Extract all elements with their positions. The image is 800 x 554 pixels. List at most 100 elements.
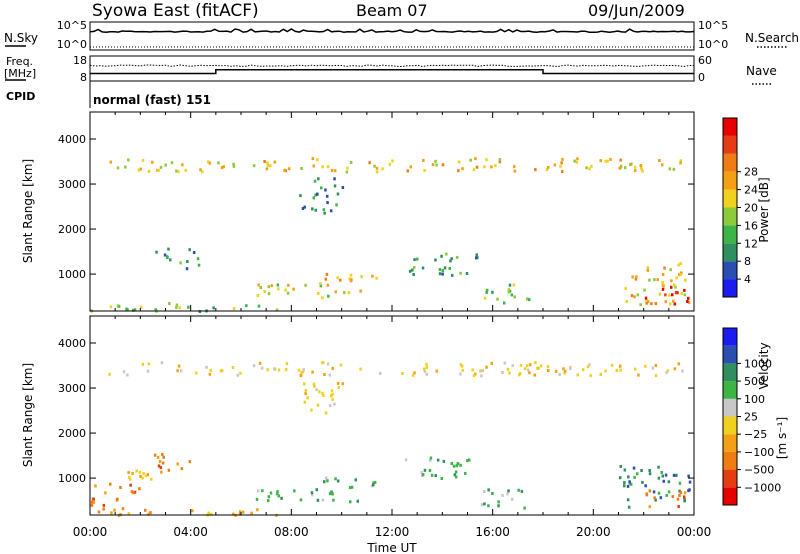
data-cell: [630, 162, 633, 166]
data-cell: [153, 453, 157, 457]
data-cell: [192, 251, 196, 254]
data-cell: [321, 391, 324, 395]
data-cell: [423, 168, 426, 172]
data-cell: [676, 291, 679, 295]
data-cell: [330, 389, 334, 393]
data-cell: [320, 186, 323, 190]
data-cell: [301, 370, 305, 374]
data-cell: [672, 299, 675, 303]
data-cell: [259, 286, 262, 289]
noise-left-tick-high: 10^5: [57, 19, 87, 32]
data-cell: [231, 366, 235, 369]
data-cell: [147, 362, 151, 366]
data-cell: [501, 494, 504, 497]
data-cell: [141, 476, 144, 480]
data-cell: [266, 368, 269, 372]
data-cell: [631, 275, 634, 279]
data-cell: [273, 160, 277, 164]
data-cell: [411, 268, 414, 272]
data-cell: [158, 460, 162, 463]
data-cell: [586, 365, 590, 369]
data-cell: [413, 265, 416, 269]
data-cell: [619, 476, 622, 480]
data-cell: [507, 290, 510, 294]
data-cell: [266, 164, 270, 168]
data-cell: [657, 465, 660, 469]
data-cell: [191, 509, 194, 513]
data-cell: [336, 192, 340, 196]
colorbar-tick-label: 24: [744, 184, 758, 197]
data-cell: [144, 474, 148, 478]
data-cell: [619, 368, 622, 372]
data-cell: [269, 164, 272, 168]
colorbar-cell: [723, 398, 737, 417]
colorbar-cell: [723, 279, 737, 297]
data-cell: [434, 159, 437, 163]
data-cell: [330, 490, 333, 494]
data-cell: [142, 472, 145, 475]
data-cell: [658, 292, 662, 296]
data-cell: [306, 396, 309, 400]
data-cell: [674, 291, 678, 295]
noise-right-tick-low: 10^0: [698, 38, 728, 51]
data-cell: [256, 489, 260, 493]
data-cell: [619, 164, 623, 168]
data-cell: [534, 361, 537, 365]
data-cell: [331, 366, 334, 370]
data-cell: [258, 361, 262, 365]
data-cell: [624, 287, 627, 291]
data-cell: [636, 293, 639, 297]
data-cell: [170, 161, 174, 165]
noise-sky-trace: [89, 28, 695, 33]
data-cell: [347, 291, 351, 295]
data-cell: [662, 284, 665, 288]
data-cell: [512, 283, 516, 287]
data-cell: [652, 490, 656, 494]
data-cell: [375, 166, 379, 170]
power-x-ticks: [89, 112, 695, 311]
data-cell: [124, 165, 127, 169]
data-cell: [588, 167, 591, 171]
data-cell: [267, 499, 270, 503]
data-cell: [461, 368, 464, 372]
data-cell: [659, 496, 663, 500]
data-cell: [133, 308, 137, 312]
colorbar-cell: [723, 225, 737, 244]
data-cell: [133, 490, 137, 494]
data-cell: [665, 370, 668, 374]
data-cell: [343, 291, 346, 295]
data-cell: [472, 374, 476, 378]
data-cell: [460, 364, 464, 368]
data-cell: [441, 163, 445, 167]
data-cell: [314, 208, 317, 212]
data-cell: [339, 278, 342, 282]
data-cell: [559, 164, 562, 168]
data-cell: [485, 158, 488, 162]
data-cell: [160, 361, 164, 365]
data-cell: [674, 285, 677, 289]
data-cell: [619, 364, 622, 368]
data-cell: [688, 480, 692, 484]
data-cell: [252, 364, 256, 368]
data-cell: [496, 297, 499, 301]
data-cell: [654, 302, 658, 306]
data-cell: [326, 194, 329, 198]
data-cell: [661, 287, 665, 291]
data-cell: [481, 369, 484, 373]
data-cell: [220, 166, 224, 170]
data-cell: [241, 510, 245, 514]
y-tick-label: 3000: [58, 178, 86, 191]
data-cell: [333, 177, 336, 181]
data-cell: [168, 302, 171, 305]
data-cell: [413, 371, 416, 375]
data-cell: [678, 494, 681, 497]
data-cell: [440, 254, 443, 258]
data-cell: [654, 498, 657, 502]
data-cell: [348, 277, 351, 281]
data-cell: [411, 373, 415, 377]
data-cell: [297, 368, 301, 372]
colorbar-cell: [723, 363, 737, 382]
data-cell: [561, 170, 564, 174]
data-cell: [627, 505, 631, 509]
